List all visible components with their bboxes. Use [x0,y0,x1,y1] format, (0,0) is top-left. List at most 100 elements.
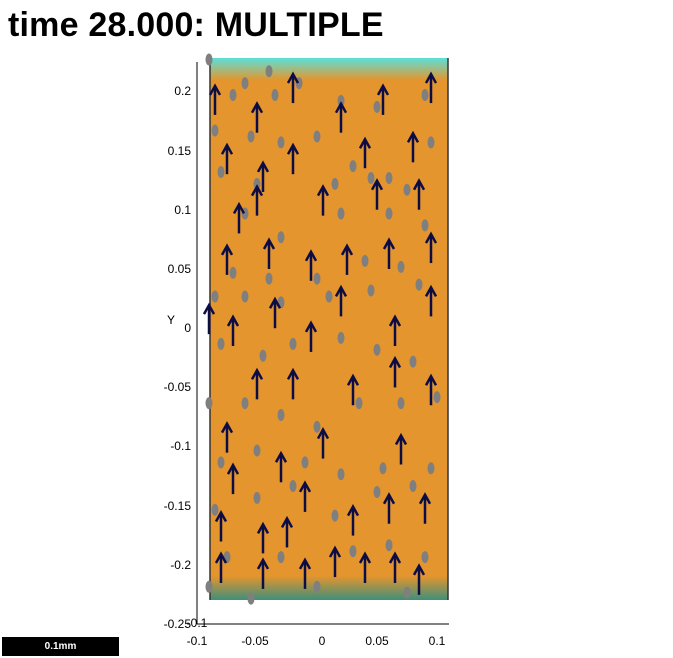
particle-dot [349,545,357,558]
velocity-arrow [358,136,372,169]
particle-dot [403,183,411,196]
y-ticks: 0.2 0.15 0.1 0.05 Y 0 -0.05 -0.1 -0.15 -… [164,84,192,631]
velocity-arrow [382,492,396,524]
particle-dot [313,272,321,285]
velocity-arrow [394,432,408,465]
particle-dot [217,337,225,350]
velocity-arrow [424,284,438,317]
velocity-arrow [232,201,246,234]
x-ticks: -0.1 -0.1 -0.05 0 0.05 0.1 [187,616,446,648]
velocity-arrow [316,427,330,459]
velocity-arrow [268,296,282,329]
particle-dot [265,272,273,285]
bottom-boundary-band [210,576,448,600]
particle-dot [367,284,375,297]
velocity-arrow [256,160,270,192]
particle-dot [427,136,435,149]
velocity-arrow [298,480,312,512]
particle-dot [433,391,441,404]
particle-layer [205,53,441,605]
y-tick-label: 0 [184,321,191,335]
particle-dot [253,444,261,457]
velocity-arrow [388,314,402,346]
particle-dot [313,580,321,593]
particle-dot [355,397,363,410]
velocity-arrow [220,142,234,175]
x-tick-label: -0.05 [241,634,269,648]
velocity-arrow [250,184,264,216]
particle-dot [367,171,375,184]
x-tick-label: -0.1 [187,634,208,648]
velocity-arrow [262,237,276,269]
particle-dot [241,397,249,410]
velocity-arrow [250,101,264,133]
particle-dot [415,278,423,291]
particle-dot [379,462,387,475]
velocity-arrow [286,71,300,104]
y-tick-label: -0.2 [170,558,191,572]
velocity-arrow [214,551,228,583]
particle-dot [337,331,345,344]
particle-dot [373,343,381,356]
scale-bar: 0.1mm [2,637,119,656]
particle-dot [259,349,267,362]
y-tick-label: -0.1 [170,439,191,453]
particle-dot [385,539,393,552]
y-axis-label: Y [167,313,175,327]
particle-dot [325,290,333,303]
y-tick-label: 0.1 [174,203,191,217]
particle-dot [373,100,381,113]
velocity-arrow [286,367,300,400]
particle-dot [289,337,297,350]
particle-dot [217,456,225,469]
top-boundary-band [210,58,448,80]
fluid-domain [210,58,448,600]
velocity-arrow [202,302,216,335]
velocity-arrow [274,450,288,483]
particle-dot [217,166,225,179]
velocity-arrow [346,504,360,536]
particle-dot [397,260,405,273]
particle-dot [361,254,369,267]
particle-dot [253,177,261,190]
y-tick-label: 0.2 [174,84,191,98]
y-tick-label: 0.05 [168,262,192,276]
velocity-arrow [316,184,330,216]
particle-dot [331,509,339,522]
particle-dot [265,65,273,78]
particle-dot [211,124,219,137]
velocity-arrow [304,320,318,352]
velocity-arrow [406,130,420,163]
velocity-arrow [214,509,228,542]
velocity-arrow [226,462,240,495]
velocity-arrow [346,373,360,406]
particle-dot [277,408,285,421]
particle-dot [211,503,219,516]
velocity-arrow [412,178,426,210]
velocity-arrow [370,178,384,210]
particle-dot [289,480,297,493]
particle-dot [421,551,429,564]
velocity-arrow [358,551,372,583]
particle-dot [205,580,213,593]
velocity-arrow [424,71,438,104]
velocity-arrow [298,557,312,589]
velocity-arrow [418,492,432,524]
velocity-arrow [280,515,294,548]
particle-dot [271,89,279,101]
particle-dot [403,586,411,599]
particle-dot [421,89,429,101]
y-tick-label: -0.15 [164,499,192,513]
velocity-arrow [382,237,396,269]
velocity-arrow [220,243,234,275]
particle-dot [247,592,255,605]
particle-dot [337,468,345,481]
x-tick-label: 0 [319,634,326,648]
velocity-arrow [286,142,300,175]
particle-dot [385,171,393,184]
y-tick-label: -0.25 [164,617,192,631]
particle-dot [229,89,237,101]
velocity-arrow [208,83,222,115]
velocity-arrow [424,231,438,264]
